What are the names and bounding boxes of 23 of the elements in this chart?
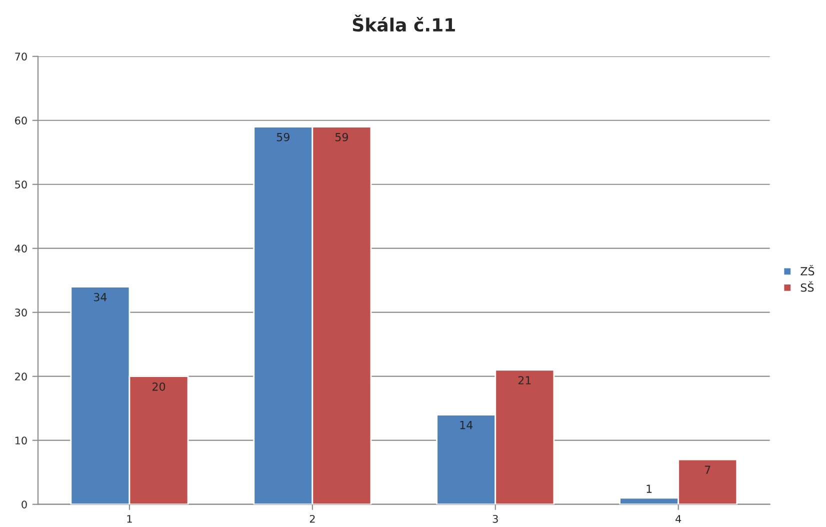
y-tick-label: 60 [15,116,27,124]
data-label: 21 [518,376,531,384]
y-tick-label: 70 [15,52,27,60]
x-tick-label: 3 [492,514,498,523]
chart-title: Škála č.11 [352,14,455,32]
x-tick-label: 4 [676,515,682,523]
data-label: 59 [335,132,348,142]
data-label: 34 [94,292,107,302]
data-label: 7 [705,466,710,474]
y-tick-label: 50 [15,180,27,188]
y-tick-label: 0 [22,500,27,508]
legend-label: ZŠ [800,264,814,276]
y-tick-label: 40 [14,244,27,252]
data-label: 1 [646,484,652,493]
y-tick-label: 10 [15,436,27,444]
y-tick-label: 20 [15,372,27,380]
legend-label: SŠ [800,281,814,292]
data-label: 20 [152,382,166,391]
x-tick-label: 2 [310,514,315,523]
data-label: 59 [276,132,290,142]
y-tick-label: 30 [15,308,27,316]
data-label: 14 [460,421,473,430]
x-tick-label: 1 [127,515,132,523]
